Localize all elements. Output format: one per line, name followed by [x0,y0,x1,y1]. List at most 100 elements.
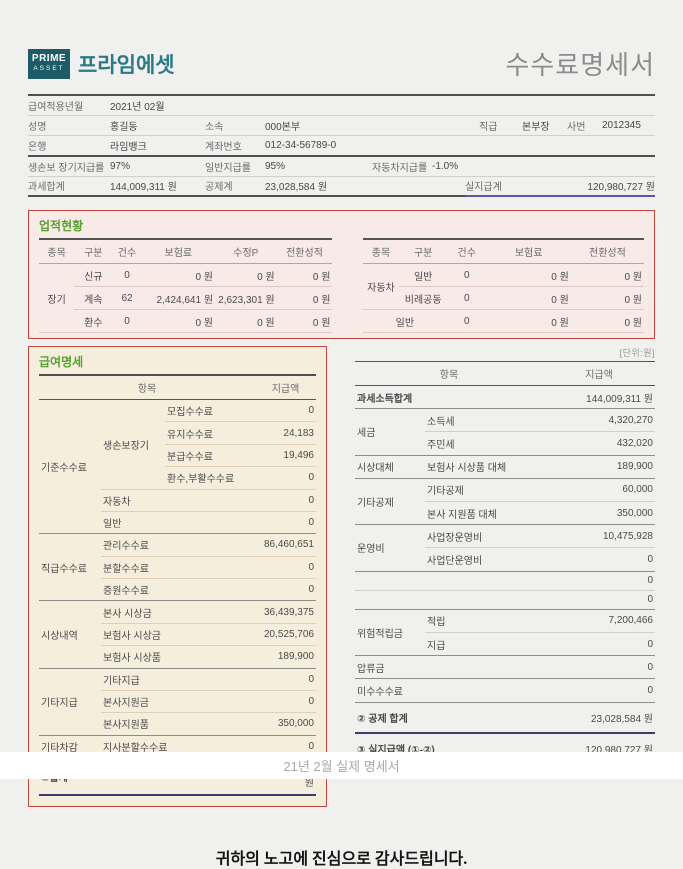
table-header-row: 항목 지급액 [355,361,655,386]
table-header-row: 항목 지급액 [39,374,316,400]
info-row-totals: 과세합계 144,009,311 원 공제계 23,028,584 원 실지급계… [28,177,655,197]
amount-value: 0 [308,740,314,752]
employee-info: 급여적용년월 2021년 02월 성명 홍길동 소속 000본부 직급 본부장 … [28,96,655,197]
count-cell: 62 [121,292,133,304]
statement-page: PRIME ASSET 프라임에셋 수수료명세서 급여적용년월 2021년 02… [0,48,683,868]
table-row: 시상대체 보험사 시상품 대체 189,900 [355,455,655,479]
amount-value: 10,475,928 [602,530,653,542]
col-adjusted-p: 수정P [215,239,277,264]
deduction-value: 23,028,584 원 [265,182,328,193]
deduction-label: 공제계 [205,182,233,193]
converted-cell: 0 원 [624,317,642,329]
category-cell: 장기 [47,294,66,306]
amount-value: 19,496 [283,449,314,461]
table-row: 증원수수료 0 [39,579,316,601]
category-cell: 자동차 [367,283,395,294]
item-label: 과세소득합계 [357,393,413,405]
amount-value: 189,900 [277,651,314,663]
col-category: 종목 [39,239,75,264]
rate3-label: 자동차지급률 [372,163,428,174]
net-label: ③ 실지급액 (①-②) [357,744,435,756]
group-label: 운영비 [357,544,385,556]
table-row: 기타지급 기타지급 0 [39,668,316,709]
amount-value: 0 [647,575,653,587]
table-header-row: 종목 구분 건수 보험료 전환성적 [362,239,644,264]
table-row: 분급수수료 19,496 [39,444,316,467]
performance-section: 업적현황 종목 구분 건수 보험료 수정P 전환성적 [28,210,655,339]
dept-value: 000본부 [265,122,301,133]
taxable-value: 144,009,311 원 [110,182,177,193]
item-label: 본사 시상금 [103,608,152,620]
item-label: 자동차 [103,496,131,508]
name-value: 홍길동 [110,122,138,133]
amount-value: 0 [308,696,314,708]
taxable-label: 과세합계 [28,182,65,193]
item-label [355,590,543,609]
item-label: 일반 [103,519,122,531]
table-row: 직급수수료 관리수수료 86,460,651 [39,534,316,575]
salary-title: 급여명세 [39,355,84,369]
table-row: 본사지원품 350,000 [39,713,316,736]
col-division: 구분 [74,239,113,264]
table-row: 환수,부활수수료 0 [39,467,316,489]
item-label [355,571,543,590]
table-row: 과세소득합계 144,009,311 원 [355,386,655,409]
group-label: 기타차감 [41,742,78,754]
item-label: 증원수수료 [103,586,149,598]
amount-value: 0 [308,584,314,596]
net-value: 120,980,727 원 [585,744,653,756]
amount-value: 0 [647,661,653,673]
premium-cell: 2,424,641 원 [156,294,214,306]
group-label: 시상내역 [41,630,78,642]
adjusted-cell: 0 원 [257,317,275,329]
total-label: ② 공제 합계 [357,713,408,725]
info-row-identity: 성명 홍길동 소속 000본부 직급 본부장 사번 2012345 [28,116,655,136]
net-value: 120,980,727 원 [587,182,655,193]
division-cell: 환수 [84,317,103,329]
converted-cell: 0 원 [624,294,642,306]
item-label: 분할수수료 [103,563,149,575]
unit-caption: [단위:원] [619,348,655,358]
total-value: 23,028,584 원 [590,713,653,725]
group-label: 시상대체 [357,463,394,475]
converted-cell: 0 원 [312,317,331,329]
table-row: 일반 0 0 원 0 원 [362,310,644,333]
group-label: 직급수수료 [41,563,87,575]
amount-value: 4,320,270 [608,414,654,426]
table-row: 운영비 사업장운영비 10,475,928 [355,525,655,555]
adjusted-cell: 2,623,301 원 [218,294,275,306]
amount-value: 0 [647,685,653,697]
table-row: 일반 0 [39,511,316,534]
amount-value: 24,183 [283,427,314,439]
table-row: 본사 지원품 대체 350,000 [355,501,655,525]
amount-value: 432,020 [616,437,653,449]
col-converted: 전환성적 [276,239,333,264]
account-label: 계좌번호 [205,142,242,153]
table-row: 비례공동 0 0 원 0 원 [362,287,644,310]
table-row: 0 [355,571,655,591]
logo-line1: PRIME [31,53,67,65]
item-label: 사업장운영비 [427,532,483,544]
item-label: 보험사 시상금 [103,630,161,642]
amount-value: 189,900 [616,461,653,473]
table-row: 위험적립금 적립 7,200,466 [355,609,655,640]
rate1-value: 97% [110,161,131,172]
table-row: 0 [355,590,655,610]
table-row: 지급 0 [355,633,655,656]
group-label: 세금 [357,428,376,440]
group-label: 미수수수료 [357,687,403,699]
table-row: 미수수수료 0 [355,679,655,703]
col-premium: 보험료 [486,239,571,264]
group-label: 위험적립금 [357,629,403,641]
amount-value: 0 [308,517,314,529]
amount-value: 0 [308,472,314,484]
header-divider [28,94,655,96]
table-row: 분할수수료 0 [39,556,316,579]
item-label: 적립 [427,617,446,629]
net-label: 실지급계 [465,182,502,193]
bank-label: 은행 [28,142,47,153]
brand-name: 프라임에셋 [78,53,175,77]
performance-title: 업적현황 [39,219,84,233]
page-title: 수수료명세서 [505,50,655,80]
table-row: 사업단운영비 0 [355,548,655,571]
